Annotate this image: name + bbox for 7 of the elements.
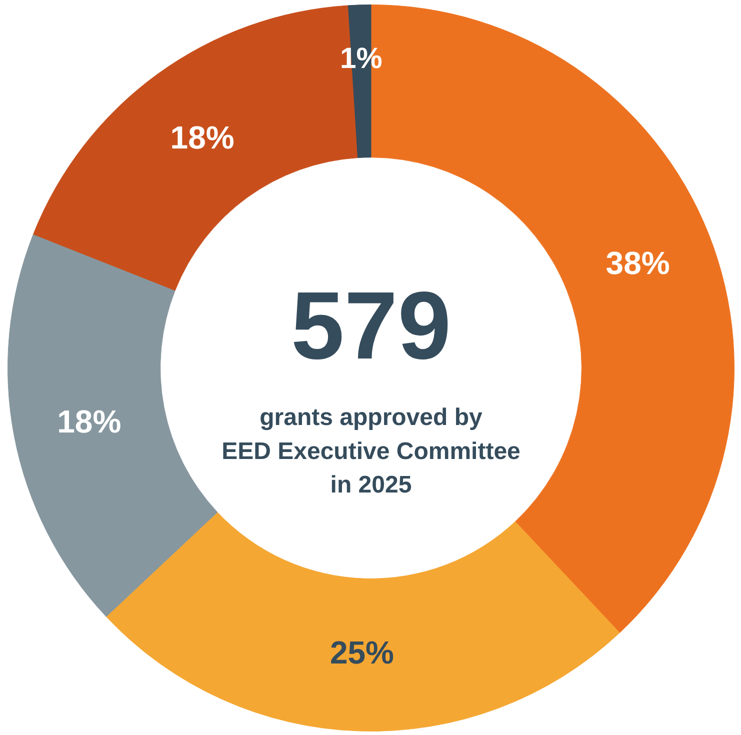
data-label: 25% (330, 634, 394, 670)
data-label: 18% (57, 403, 122, 440)
text: 579 (290, 272, 452, 380)
data-label: 1% (340, 42, 382, 75)
text: grants approved by EED Executive Committee in 2025 (222, 404, 520, 499)
data-label: 38% (606, 245, 670, 282)
data-label: 18% (170, 120, 234, 156)
